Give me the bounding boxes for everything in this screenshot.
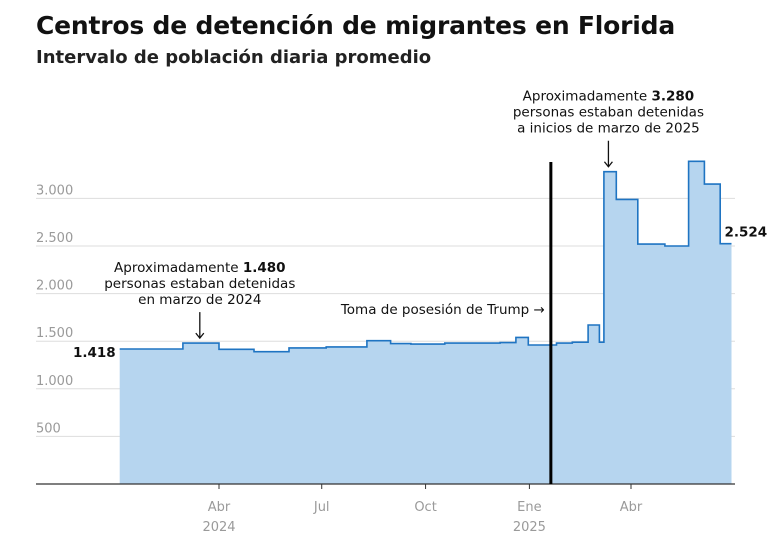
chart-title: Centros de detención de migrantes en Flo… [36,11,676,40]
x-tick-label: Jul [313,500,330,515]
x-tick-year-label: 2024 [202,520,235,535]
annotation-1-line: Aproximadamente 1.480 [114,260,286,276]
x-tick-label: Ene [517,500,541,515]
series-area [119,161,732,485]
x-tick-year-label: 2025 [513,520,546,535]
y-tick-label: 500 [36,421,61,436]
annotation-arrowhead [603,161,613,168]
x-tick-label: Abr [208,500,231,515]
y-tick-label: 3.000 [36,183,73,198]
series-line [119,160,732,353]
annotation-arrowhead [195,332,205,340]
annotation-2-line: Aproximadamente 3.280 [523,89,695,105]
annotation-1-line: personas estaban detenidas [104,276,295,292]
y-tick-label: 2.000 [36,279,73,294]
x-tick-label: Abr [620,500,643,515]
annotation-1-line: en marzo de 2024 [138,292,261,308]
y-tick-label: 2.500 [36,231,73,246]
inauguration-label: Toma de posesión de Trump → [340,302,545,318]
end-value-label: 2.524 [724,225,767,241]
y-tick-label: 1.000 [36,374,73,389]
y-tick-label: 1.500 [36,326,73,341]
x-tick-label: Oct [414,500,436,515]
chart-subtitle: Intervalo de población diaria promedio [36,47,432,68]
annotation-2-line: personas estaban detenidas [513,105,704,121]
annotation-2-line: a inicios de marzo de 2025 [517,121,700,137]
start-value-label: 1.418 [73,345,116,361]
